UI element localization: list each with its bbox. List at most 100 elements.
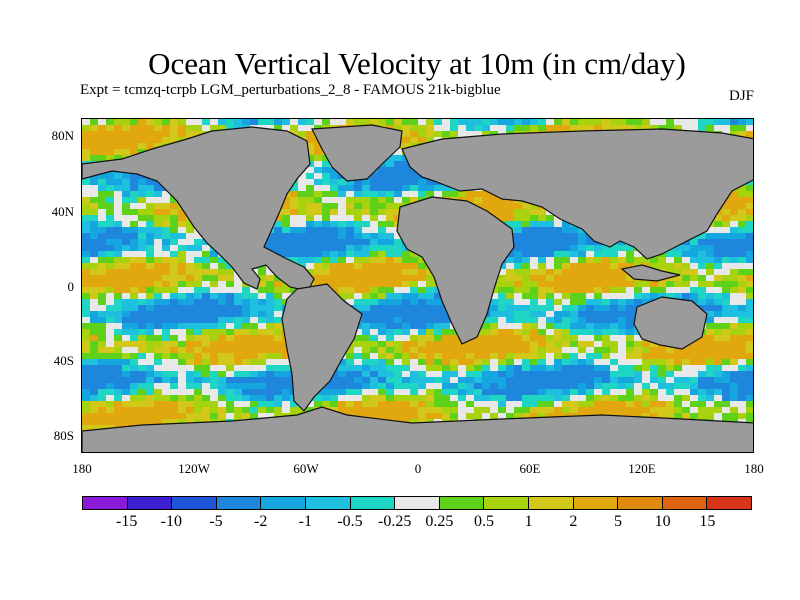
ocean-cell bbox=[690, 293, 698, 299]
ocean-cell bbox=[450, 371, 458, 377]
ocean-cell bbox=[210, 305, 218, 311]
ocean-cell bbox=[170, 413, 178, 419]
ocean-cell bbox=[514, 305, 522, 311]
ocean-cell bbox=[522, 125, 530, 131]
ocean-cell bbox=[234, 347, 242, 353]
ocean-cell bbox=[538, 407, 546, 413]
ocean-cell bbox=[194, 119, 202, 125]
ocean-cell bbox=[114, 299, 122, 305]
ocean-cell bbox=[362, 215, 370, 221]
ocean-cell bbox=[362, 263, 370, 269]
ocean-cell bbox=[122, 371, 130, 377]
ocean-cell bbox=[402, 305, 410, 311]
ocean-cell bbox=[146, 287, 154, 293]
ocean-cell bbox=[506, 299, 514, 305]
ocean-cell bbox=[530, 311, 538, 317]
ocean-cell bbox=[450, 119, 458, 125]
ocean-cell bbox=[674, 413, 682, 419]
ocean-cell bbox=[130, 323, 138, 329]
ocean-cell bbox=[170, 401, 178, 407]
ocean-cell bbox=[578, 317, 586, 323]
ocean-cell bbox=[482, 317, 490, 323]
ocean-cell bbox=[386, 209, 394, 215]
ocean-cell bbox=[122, 173, 130, 179]
ocean-cell bbox=[514, 389, 522, 395]
ocean-cell bbox=[186, 413, 194, 419]
ocean-cell bbox=[514, 407, 522, 413]
ocean-cell bbox=[554, 245, 562, 251]
ocean-cell bbox=[650, 119, 658, 125]
ocean-cell bbox=[114, 215, 122, 221]
ocean-cell bbox=[458, 371, 466, 377]
ocean-cell bbox=[546, 389, 554, 395]
ocean-cell bbox=[626, 389, 634, 395]
ocean-cell bbox=[738, 323, 746, 329]
ocean-cell bbox=[530, 365, 538, 371]
ocean-cell bbox=[394, 245, 402, 251]
ocean-cell bbox=[346, 395, 354, 401]
ocean-cell bbox=[98, 209, 106, 215]
ocean-cell bbox=[362, 389, 370, 395]
ocean-cell bbox=[378, 305, 386, 311]
ocean-cell bbox=[322, 245, 330, 251]
ocean-cell bbox=[274, 383, 282, 389]
ocean-cell bbox=[170, 233, 178, 239]
ocean-cell bbox=[354, 383, 362, 389]
ocean-cell bbox=[138, 299, 146, 305]
ocean-cell bbox=[730, 317, 738, 323]
ocean-cell bbox=[162, 371, 170, 377]
ocean-cell bbox=[266, 383, 274, 389]
ocean-cell bbox=[138, 125, 146, 131]
ocean-cell bbox=[674, 119, 682, 125]
ocean-cell bbox=[722, 233, 730, 239]
ocean-cell bbox=[242, 299, 250, 305]
ocean-cell bbox=[690, 341, 698, 347]
ocean-cell bbox=[706, 125, 714, 131]
ocean-cell bbox=[610, 389, 618, 395]
ocean-cell bbox=[210, 269, 218, 275]
ocean-cell bbox=[378, 287, 386, 293]
ocean-cell bbox=[282, 389, 290, 395]
ocean-cell bbox=[82, 251, 90, 257]
ocean-cell bbox=[90, 119, 98, 125]
ocean-cell bbox=[650, 125, 658, 131]
ocean-cell bbox=[498, 311, 506, 317]
ocean-cell bbox=[562, 119, 570, 125]
ocean-cell bbox=[130, 311, 138, 317]
ocean-cell bbox=[378, 221, 386, 227]
ocean-cell bbox=[442, 383, 450, 389]
ocean-cell bbox=[530, 401, 538, 407]
ocean-cell bbox=[578, 323, 586, 329]
colorbar-swatch bbox=[350, 497, 396, 509]
ocean-cell bbox=[170, 215, 178, 221]
ocean-cell bbox=[458, 359, 466, 365]
ocean-cell bbox=[146, 293, 154, 299]
colorbar-tick-label: -5 bbox=[209, 513, 223, 530]
ocean-cell bbox=[658, 371, 666, 377]
ocean-cell bbox=[402, 347, 410, 353]
ocean-cell bbox=[562, 371, 570, 377]
ocean-cell bbox=[386, 293, 394, 299]
ocean-cell bbox=[106, 131, 114, 137]
ocean-cell bbox=[98, 257, 106, 263]
ocean-cell bbox=[330, 167, 338, 173]
ocean-cell bbox=[114, 197, 122, 203]
ocean-cell bbox=[626, 119, 634, 125]
ocean-cell bbox=[306, 401, 314, 407]
colorbar-swatch bbox=[707, 497, 751, 509]
ocean-cell bbox=[130, 221, 138, 227]
ocean-cell bbox=[90, 329, 98, 335]
ocean-cell bbox=[410, 377, 418, 383]
ocean-cell bbox=[418, 131, 426, 137]
ocean-cell bbox=[386, 185, 394, 191]
ocean-cell bbox=[642, 119, 650, 125]
ocean-cell bbox=[362, 335, 370, 341]
ocean-cell bbox=[586, 359, 594, 365]
ocean-cell bbox=[674, 395, 682, 401]
ocean-cell bbox=[746, 203, 753, 209]
ocean-cell bbox=[242, 323, 250, 329]
ocean-cell bbox=[234, 323, 242, 329]
ocean-cell bbox=[82, 185, 90, 191]
ocean-cell bbox=[210, 299, 218, 305]
ocean-cell bbox=[386, 311, 394, 317]
